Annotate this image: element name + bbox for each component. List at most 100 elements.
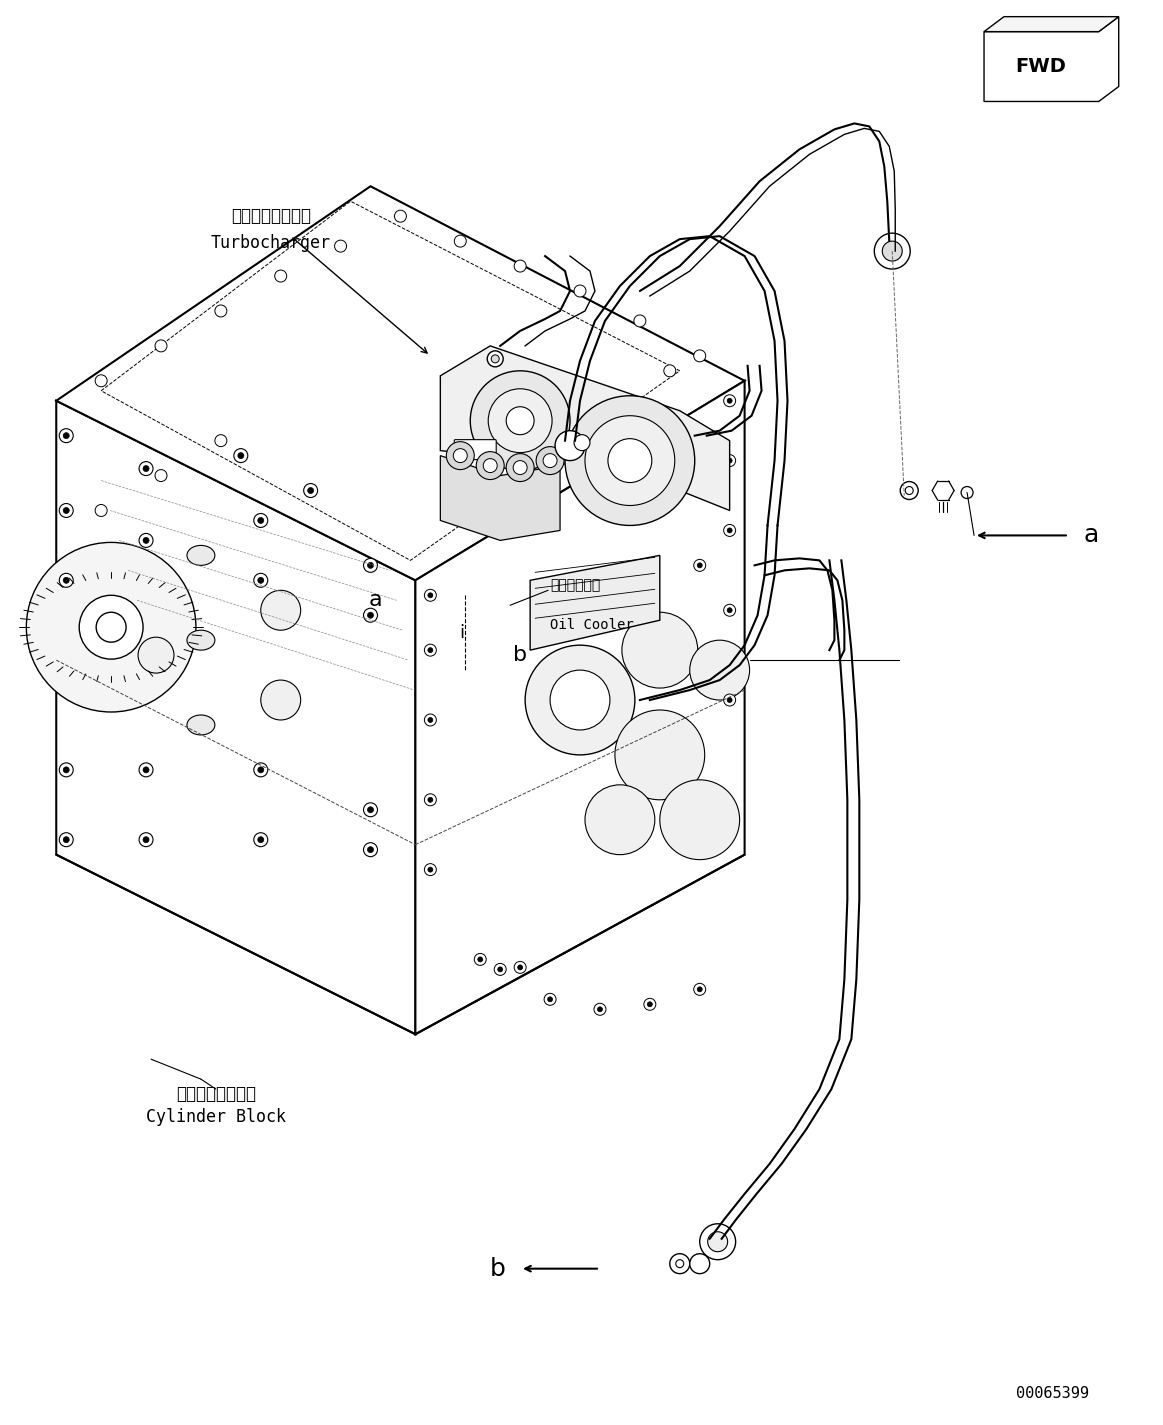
Circle shape bbox=[648, 577, 652, 583]
Circle shape bbox=[608, 439, 651, 483]
Circle shape bbox=[883, 241, 902, 261]
Circle shape bbox=[59, 429, 73, 443]
Circle shape bbox=[364, 608, 378, 623]
Circle shape bbox=[447, 442, 475, 470]
Circle shape bbox=[698, 988, 702, 992]
Circle shape bbox=[526, 646, 635, 755]
Circle shape bbox=[143, 767, 149, 772]
Circle shape bbox=[95, 375, 107, 386]
Ellipse shape bbox=[187, 630, 215, 650]
Circle shape bbox=[518, 965, 522, 970]
Polygon shape bbox=[56, 400, 415, 1035]
Circle shape bbox=[424, 590, 436, 601]
Polygon shape bbox=[441, 456, 561, 540]
Circle shape bbox=[550, 670, 609, 730]
Circle shape bbox=[428, 718, 433, 722]
Text: Cylinder Block: Cylinder Block bbox=[145, 1109, 286, 1126]
Circle shape bbox=[548, 583, 552, 587]
Circle shape bbox=[498, 968, 502, 972]
Circle shape bbox=[506, 453, 534, 482]
Circle shape bbox=[708, 1231, 728, 1251]
Circle shape bbox=[723, 694, 736, 705]
Circle shape bbox=[488, 389, 552, 453]
Circle shape bbox=[727, 398, 733, 403]
Text: シリンダブロック: シリンダブロック bbox=[176, 1084, 256, 1103]
Circle shape bbox=[727, 607, 733, 613]
Ellipse shape bbox=[187, 715, 215, 735]
Polygon shape bbox=[441, 346, 729, 510]
Circle shape bbox=[644, 999, 656, 1010]
Circle shape bbox=[615, 710, 705, 799]
Circle shape bbox=[63, 577, 70, 583]
Circle shape bbox=[694, 983, 706, 995]
Circle shape bbox=[63, 507, 70, 513]
Circle shape bbox=[364, 802, 378, 817]
Circle shape bbox=[723, 455, 736, 466]
Circle shape bbox=[585, 416, 675, 506]
Text: FWD: FWD bbox=[1015, 57, 1066, 76]
Circle shape bbox=[234, 449, 248, 463]
Polygon shape bbox=[56, 187, 744, 580]
Text: a: a bbox=[1084, 523, 1099, 547]
Circle shape bbox=[875, 234, 911, 269]
Circle shape bbox=[727, 697, 733, 703]
Text: i: i bbox=[459, 624, 465, 643]
Circle shape bbox=[97, 613, 126, 643]
Circle shape bbox=[475, 953, 486, 965]
Circle shape bbox=[304, 483, 317, 497]
Circle shape bbox=[544, 580, 556, 591]
Circle shape bbox=[138, 637, 174, 673]
Circle shape bbox=[155, 341, 167, 352]
Circle shape bbox=[143, 836, 149, 842]
Circle shape bbox=[676, 1260, 684, 1268]
Text: b: b bbox=[490, 1257, 505, 1281]
Circle shape bbox=[155, 470, 167, 482]
Circle shape bbox=[723, 524, 736, 536]
Polygon shape bbox=[984, 17, 1119, 31]
Circle shape bbox=[690, 640, 750, 700]
Circle shape bbox=[428, 647, 433, 653]
Circle shape bbox=[258, 517, 264, 523]
Circle shape bbox=[694, 560, 706, 571]
Circle shape bbox=[237, 453, 244, 459]
Circle shape bbox=[63, 767, 70, 772]
Circle shape bbox=[670, 1254, 690, 1274]
Circle shape bbox=[368, 613, 373, 618]
Circle shape bbox=[477, 452, 505, 480]
Circle shape bbox=[548, 997, 552, 1002]
Circle shape bbox=[723, 604, 736, 616]
Circle shape bbox=[261, 590, 301, 630]
Circle shape bbox=[664, 365, 676, 376]
Text: Turbocharger: Turbocharger bbox=[211, 234, 330, 252]
Circle shape bbox=[536, 446, 564, 475]
Circle shape bbox=[598, 587, 602, 593]
Circle shape bbox=[478, 958, 483, 962]
Circle shape bbox=[140, 762, 154, 777]
Circle shape bbox=[140, 462, 154, 476]
Circle shape bbox=[364, 842, 378, 856]
Circle shape bbox=[368, 846, 373, 852]
Circle shape bbox=[470, 370, 570, 470]
Circle shape bbox=[428, 798, 433, 802]
Circle shape bbox=[575, 435, 590, 450]
Circle shape bbox=[424, 644, 436, 656]
Polygon shape bbox=[530, 556, 659, 650]
Circle shape bbox=[261, 680, 301, 720]
Circle shape bbox=[254, 513, 267, 527]
Circle shape bbox=[455, 235, 466, 247]
Circle shape bbox=[698, 563, 702, 567]
Circle shape bbox=[513, 460, 527, 475]
Text: 00065399: 00065399 bbox=[1015, 1387, 1089, 1401]
Circle shape bbox=[544, 993, 556, 1005]
Circle shape bbox=[258, 836, 264, 842]
Circle shape bbox=[368, 563, 373, 569]
Circle shape bbox=[555, 430, 585, 460]
Circle shape bbox=[690, 1254, 709, 1274]
Circle shape bbox=[700, 1224, 736, 1260]
Circle shape bbox=[394, 211, 406, 222]
Circle shape bbox=[424, 714, 436, 725]
Circle shape bbox=[594, 584, 606, 596]
Circle shape bbox=[63, 433, 70, 439]
Circle shape bbox=[454, 449, 468, 463]
Circle shape bbox=[140, 533, 154, 547]
